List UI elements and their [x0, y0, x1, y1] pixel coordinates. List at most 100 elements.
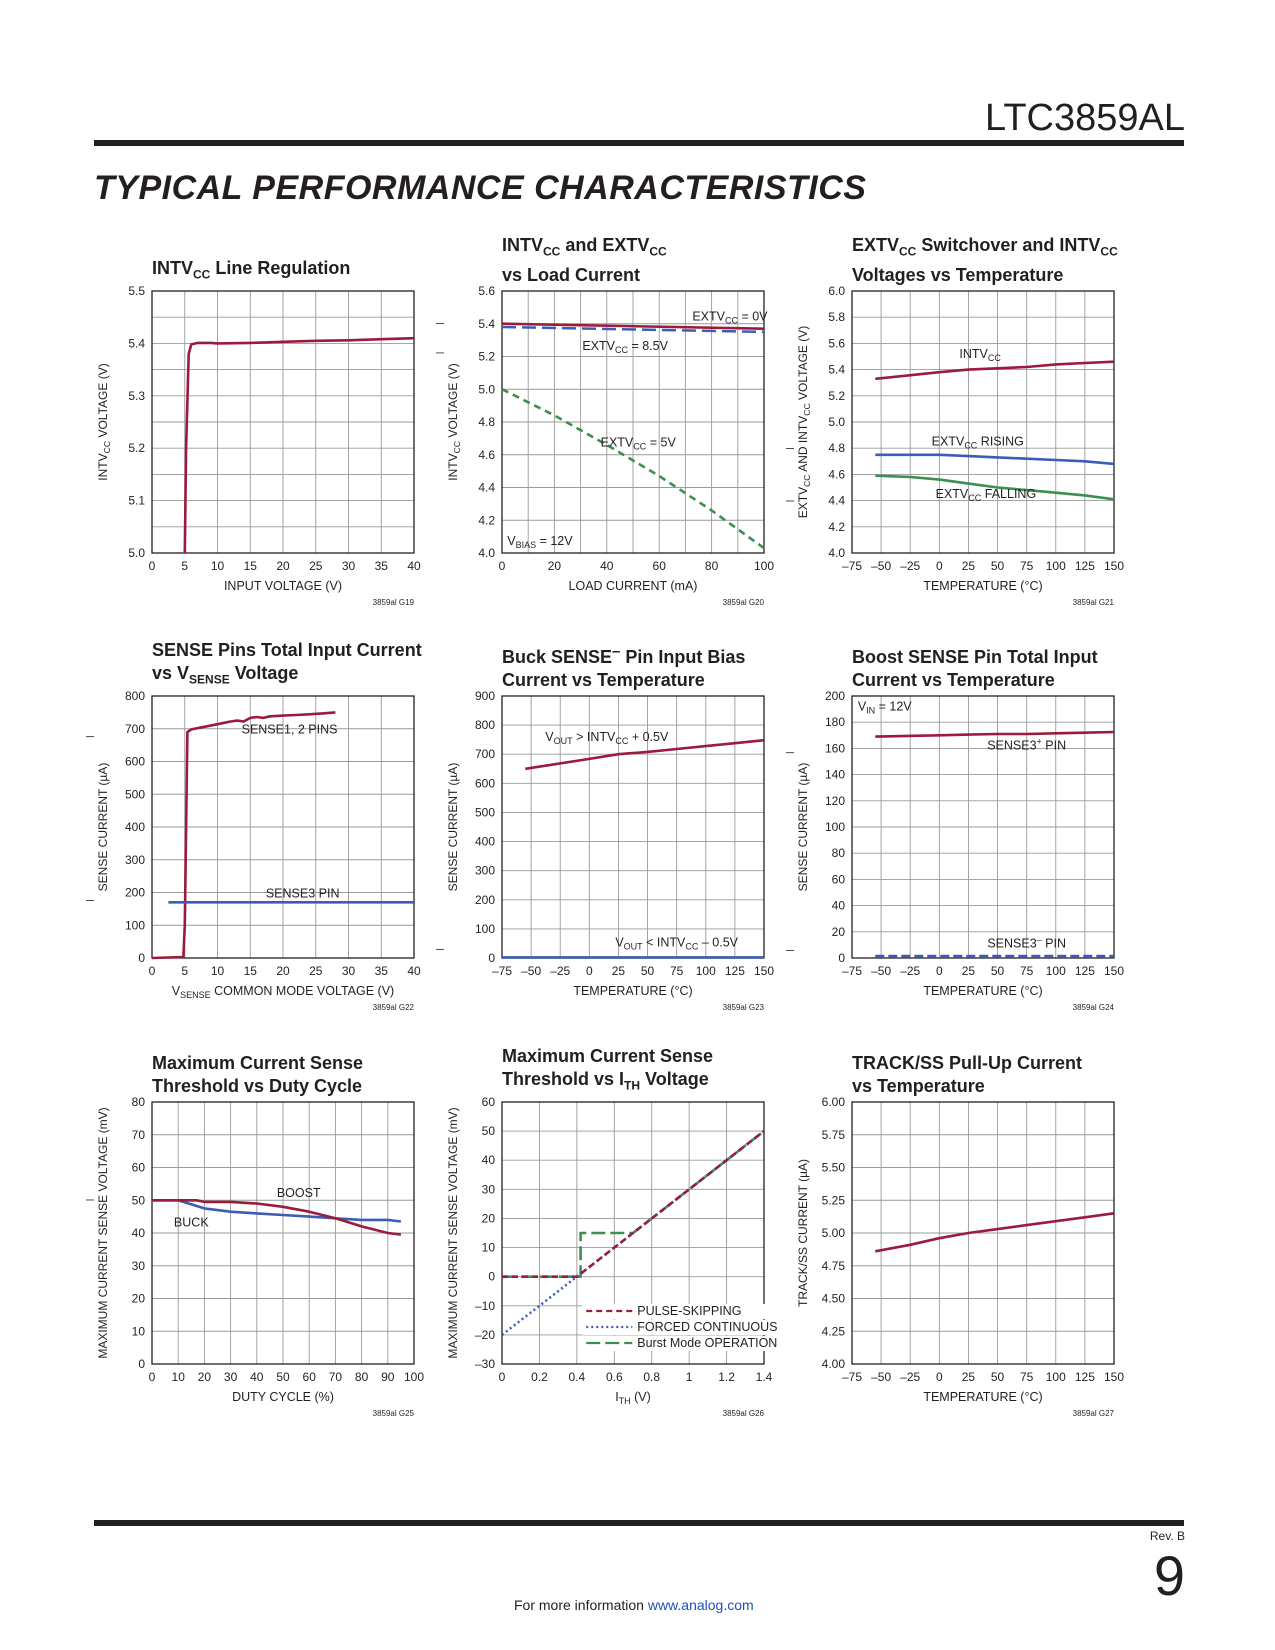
svg-text:SENSE3–​ PIN: SENSE3–​ PIN: [987, 935, 1066, 951]
x-tick-label: 0: [936, 1370, 943, 1384]
y-tick-label: 80: [132, 1095, 146, 1109]
svg-text:EXTVCC​ RISING: EXTVCC​ RISING: [932, 435, 1024, 451]
x-tick-label: 25: [309, 964, 323, 978]
x-tick-label: 40: [600, 559, 614, 573]
series-line-red: [875, 360, 1115, 381]
y-tick-label: 100: [475, 922, 495, 936]
figure-code: 3859al G20: [723, 598, 765, 607]
x-tick-label: –50: [521, 964, 541, 978]
x-tick-label: 100: [1046, 1370, 1066, 1384]
x-tick-label: 50: [991, 1370, 1005, 1384]
y-tick-label: 60: [832, 872, 846, 886]
x-tick-label: 5: [181, 559, 188, 573]
grid: [152, 1102, 414, 1364]
y-tick-label: 120: [825, 794, 845, 808]
y-tick-label: 0: [488, 1270, 495, 1284]
x-tick-label: 20: [276, 964, 290, 978]
y-tick-label: 500: [125, 787, 145, 801]
annotation: SENSE1, 2 PINS: [86, 723, 337, 738]
chart-panel-g21: EXTVCC Switchover and INTVCC Voltages vs …: [786, 225, 1160, 625]
svg-text:EXTVCC​ FALLING: EXTVCC​ FALLING: [936, 487, 1037, 503]
annotation: EXTVCC​ FALLING: [786, 487, 1036, 503]
plot-frame: [151, 1101, 415, 1365]
y-tick-label: 5.4: [478, 317, 495, 331]
y-tick-label: 100: [125, 918, 145, 932]
x-tick-label: 20: [276, 559, 290, 573]
y-tick-label: 4.8: [828, 441, 845, 455]
y-tick-label: 200: [125, 886, 145, 900]
chart-title: Boost SENSE Pin Total Input Current vs Te…: [852, 647, 1098, 690]
y-tick-label: 4.0: [828, 546, 845, 560]
header-rule: [94, 140, 1184, 146]
footer-link[interactable]: www.analog.com: [647, 1597, 754, 1613]
x-tick-label: 0: [149, 1370, 156, 1384]
y-tick-label: –20: [475, 1328, 495, 1342]
x-tick-label: 20: [548, 559, 562, 573]
y-tick-label: 40: [832, 899, 846, 913]
y-axis-label: MAXIMUM CURRENT SENSE VOLTAGE (mV): [96, 1107, 110, 1358]
y-tick-label: 500: [475, 805, 495, 819]
y-tick-label: 600: [125, 755, 145, 769]
grid: [502, 696, 764, 958]
chart-svg: 0 0.2 0.4 0.6 0.8 1 1.2 1.4 –30 –20 –10 0 10 20 30 40 50…: [446, 1095, 783, 1418]
chart-svg: 0 5 10 15 20 25 30 35 40010020030040050060070080…: [86, 689, 421, 1012]
y-tick-label: 4.0: [478, 546, 495, 560]
y-tick-label: 4.50: [822, 1292, 846, 1306]
y-tick-label: 6.00: [822, 1095, 846, 1109]
y-tick-label: 5.4: [828, 363, 845, 377]
x-axis-label: TEMPERATURE (°C): [923, 984, 1042, 998]
series-line-red: [502, 1130, 765, 1278]
y-tick-label: 60: [482, 1095, 496, 1109]
y-tick-label: 5.1: [128, 494, 145, 508]
x-tick-label: 150: [1104, 964, 1124, 978]
plot-frame: [151, 290, 415, 554]
x-tick-label: 60: [303, 1370, 317, 1384]
grid: [852, 1102, 1114, 1364]
annotation: VOUT​ > INTVCC​ + 0.5V: [545, 730, 669, 746]
x-tick-label: –25: [900, 559, 920, 573]
x-tick-label: 80: [355, 1370, 369, 1384]
y-tick-label: 400: [475, 835, 495, 849]
x-tick-label: 30: [224, 1370, 238, 1384]
y-tick-label: 5.6: [828, 336, 845, 350]
x-axis-label: TEMPERATURE (°C): [573, 984, 692, 998]
chart-svg: –75 –50 –25 0 25 50 75 100 125 150 0 20 40 60 80 100 120…: [786, 689, 1124, 1012]
annotation: EXTVCC​ = 0V: [436, 309, 768, 325]
x-tick-label: 35: [375, 964, 389, 978]
svg-text:VIN​ = 12V: VIN​ = 12V: [858, 699, 912, 715]
y-tick-label: 4.25: [822, 1324, 846, 1338]
y-tick-label: 80: [832, 846, 846, 860]
legend-entry: Burst Mode OPERATION: [582, 1336, 783, 1351]
legend: PULSE-SKIPPING FORCED CONTINUOUS Burst Mod…: [582, 1304, 783, 1351]
legend-label: FORCED CONTINUOUS: [637, 1320, 777, 1334]
y-tick-label: 20: [832, 925, 846, 939]
svg-text:VOUT​ < INTVCC​ – 0.5V: VOUT​ < INTVCC​ – 0.5V: [615, 935, 738, 951]
y-axis-label: INTVCC​ VOLTAGE (V): [446, 363, 462, 480]
x-tick-label: –25: [900, 964, 920, 978]
y-tick-label: 10: [482, 1241, 496, 1255]
series-line-red: [152, 1199, 402, 1236]
svg-text:BUCK: BUCK: [174, 1215, 209, 1229]
svg-text:SENSE3+​ PIN: SENSE3+​ PIN: [987, 737, 1066, 753]
x-tick-label: 100: [754, 559, 774, 573]
x-tick-label: 75: [1020, 1370, 1034, 1384]
series-line-blue: [875, 453, 1115, 466]
chart-title: SENSE Pins Total Input Current vs VSENSE …: [152, 640, 422, 687]
y-tick-label: 600: [475, 776, 495, 790]
y-tick-label: 0: [138, 1357, 145, 1371]
y-tick-label: 60: [132, 1161, 146, 1175]
y-tick-label: 40: [482, 1153, 496, 1167]
y-tick-label: 20: [132, 1292, 146, 1306]
series-line-blue: [501, 1130, 765, 1336]
x-tick-label: –25: [900, 1370, 920, 1384]
plot-frame: [151, 695, 415, 959]
x-tick-label: 0: [586, 964, 593, 978]
series-line-red: [875, 1212, 1115, 1253]
svg-text:SENSE3 PIN: SENSE3 PIN: [266, 886, 340, 900]
x-tick-label: 75: [1020, 964, 1034, 978]
chart-panel-g20: INTVCC and EXTVCC vs Load Current 0 20 40 60 8…: [436, 225, 810, 625]
y-tick-label: 4.4: [478, 481, 495, 495]
x-tick-label: 125: [725, 964, 745, 978]
figure-code: 3859al G21: [1073, 598, 1115, 607]
y-tick-label: 70: [132, 1128, 146, 1142]
